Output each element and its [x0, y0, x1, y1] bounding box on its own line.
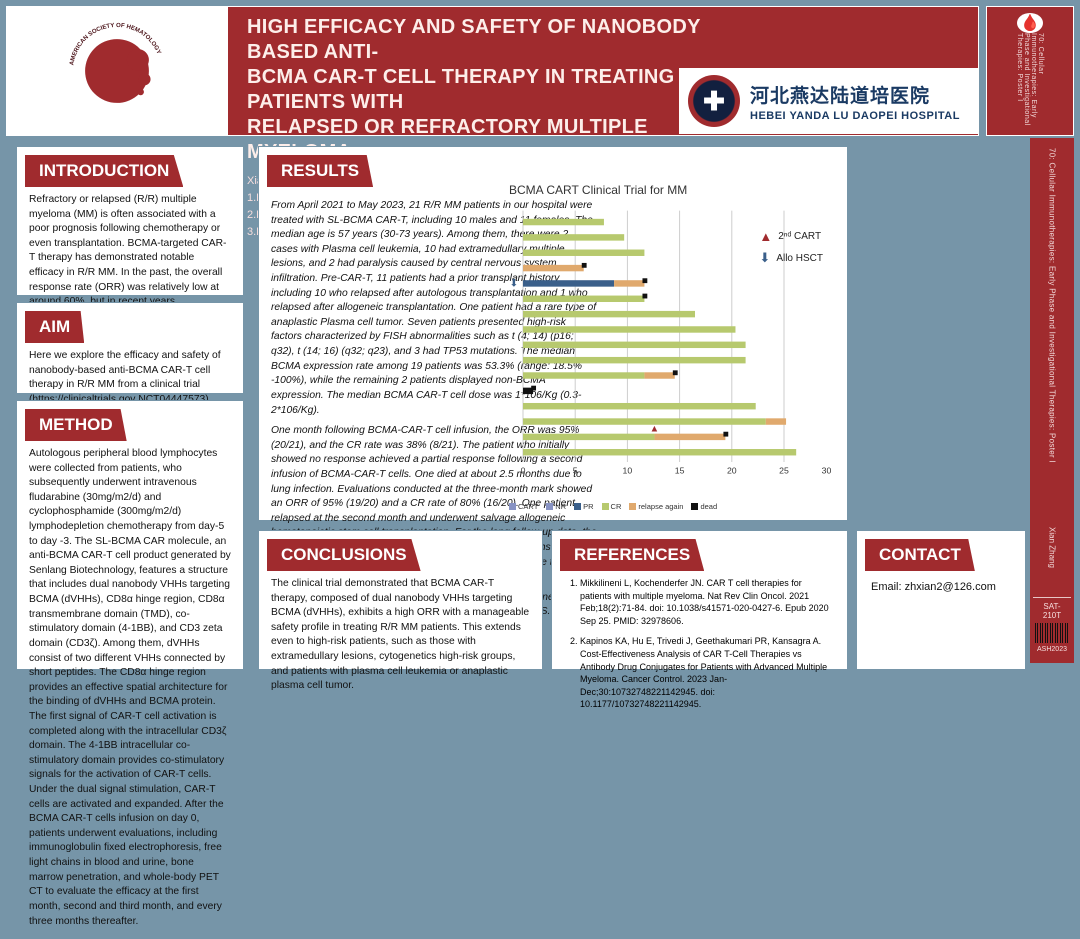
svg-text:▲: ▲ — [650, 424, 660, 435]
ash-small-icon: 🩸 — [1017, 13, 1043, 33]
references-section: REFERENCES Mikkilineni L, Kochenderfer J… — [551, 530, 848, 670]
hospital-seal-icon: ✚ — [688, 75, 740, 127]
svg-text:10: 10 — [623, 466, 633, 476]
barcode-icon — [1035, 623, 1069, 643]
svg-text:15: 15 — [675, 466, 685, 476]
svg-text:⬇: ⬇ — [509, 278, 518, 290]
chart-bottom-legend: CART NR PR CR relapse again dead — [509, 502, 717, 511]
aim-section: AIM Here we explore the efficacy and saf… — [16, 302, 244, 394]
barcode-block: SAT-210T ASH2023 — [1033, 597, 1071, 657]
svg-text:20: 20 — [727, 466, 737, 476]
results-section: RESULTS From April 2021 to May 2023, 21 … — [258, 146, 848, 521]
right-vertical-strip: 70: Cellular Immunotherapies: Early Phas… — [1030, 138, 1074, 663]
top-right-badge: 🩸 70: Cellular Immunotherapies: Early Ph… — [986, 6, 1074, 136]
conclusions-section: CONCLUSIONS The clinical trial demonstra… — [258, 530, 543, 670]
contact-section: CONTACT Email: zhxian2@126.com — [856, 530, 1026, 670]
poster-title: HIGH EFFICACY AND SAFETY OF NANOBODY BAS… — [247, 15, 748, 165]
svg-text:25: 25 — [779, 466, 789, 476]
poster-root: HIGH EFFICACY AND SAFETY OF NANOBODY BAS… — [6, 6, 1074, 663]
svg-text:30: 30 — [822, 466, 832, 476]
ash-logo: AMERICAN SOCIETY OF HEMATOLOGY — [6, 6, 228, 136]
hospital-logo: ✚ 河北燕达陆道培医院 HEBEI YANDA LU DAOPEI HOSPIT… — [679, 68, 979, 134]
chart-top-legend: ▲ 2ⁿᵈ CART ⬇ Allo HSCT — [759, 229, 823, 272]
svg-text:5: 5 — [573, 466, 578, 476]
clinical-trial-chart: BCMA CART Clinical Trial for MM ⬇ ▲ 0 5 — [503, 183, 833, 513]
method-section: METHOD Autologous peripheral blood lymph… — [16, 400, 244, 670]
introduction-section: INTRODUCTION Refractory or relapsed (R/R… — [16, 146, 244, 296]
ash-society-icon: AMERICAN SOCIETY OF HEMATOLOGY — [17, 16, 217, 126]
svg-text:0: 0 — [521, 466, 526, 476]
